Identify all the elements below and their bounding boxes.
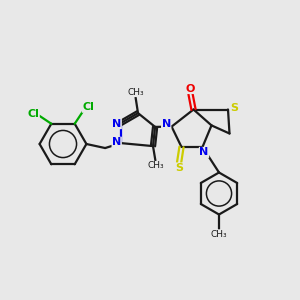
- Text: N: N: [112, 118, 121, 129]
- Text: CH₃: CH₃: [127, 88, 144, 97]
- Text: O: O: [186, 83, 195, 94]
- Text: S: S: [175, 163, 183, 173]
- Text: Cl: Cl: [27, 109, 39, 119]
- Text: Cl: Cl: [82, 102, 94, 112]
- Text: N: N: [162, 118, 171, 129]
- Text: S: S: [231, 103, 239, 113]
- Text: N: N: [200, 147, 208, 158]
- Text: N: N: [112, 137, 121, 147]
- Text: CH₃: CH₃: [211, 230, 227, 239]
- Text: CH₃: CH₃: [147, 161, 164, 170]
